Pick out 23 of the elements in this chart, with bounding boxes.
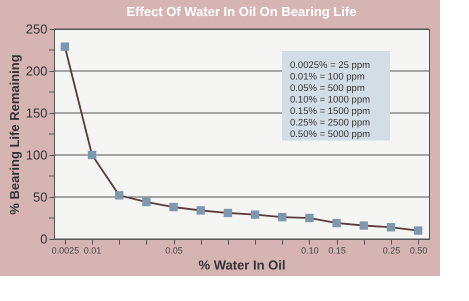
- chart-title: Effect Of Water In Oil On Bearing Life: [126, 4, 356, 19]
- x-tick-label: 0.01: [84, 246, 102, 256]
- annotation: 0.10% = 1000 ppm: [290, 94, 370, 106]
- x-tick-label: 0.10: [301, 246, 319, 256]
- x-tick-label: 0.05: [165, 246, 183, 256]
- y-tick-label: 250: [26, 22, 48, 36]
- y-tick-label: 0: [40, 232, 48, 246]
- y-axis-title: % Bearing Life Remaining: [6, 54, 22, 215]
- y-tick-label: 150: [26, 106, 48, 120]
- annotation: 0.25% = 2500 ppm: [290, 118, 370, 128]
- x-axis-title: % Water In Oil: [198, 258, 286, 272]
- annotation: 0.15% = 1500 ppm: [290, 106, 370, 117]
- x-tick-label: 0.15: [328, 246, 346, 256]
- y-tick-label: 50: [33, 190, 48, 204]
- x-tick-label: 0.0025: [52, 246, 80, 256]
- x-tick-label: 0.25: [382, 246, 400, 256]
- annotation: 0.01% = 100 ppm: [290, 72, 365, 82]
- x-tick-label: 0.50: [410, 246, 428, 256]
- annotation: 0.50% = 5000 ppm: [290, 129, 370, 140]
- y-tick-label: 100: [26, 148, 48, 162]
- annotation: 0.05% = 500 ppm: [290, 83, 365, 94]
- annotation: 0.0025% = 25 ppm: [290, 60, 370, 71]
- y-tick-label: 200: [26, 64, 48, 78]
